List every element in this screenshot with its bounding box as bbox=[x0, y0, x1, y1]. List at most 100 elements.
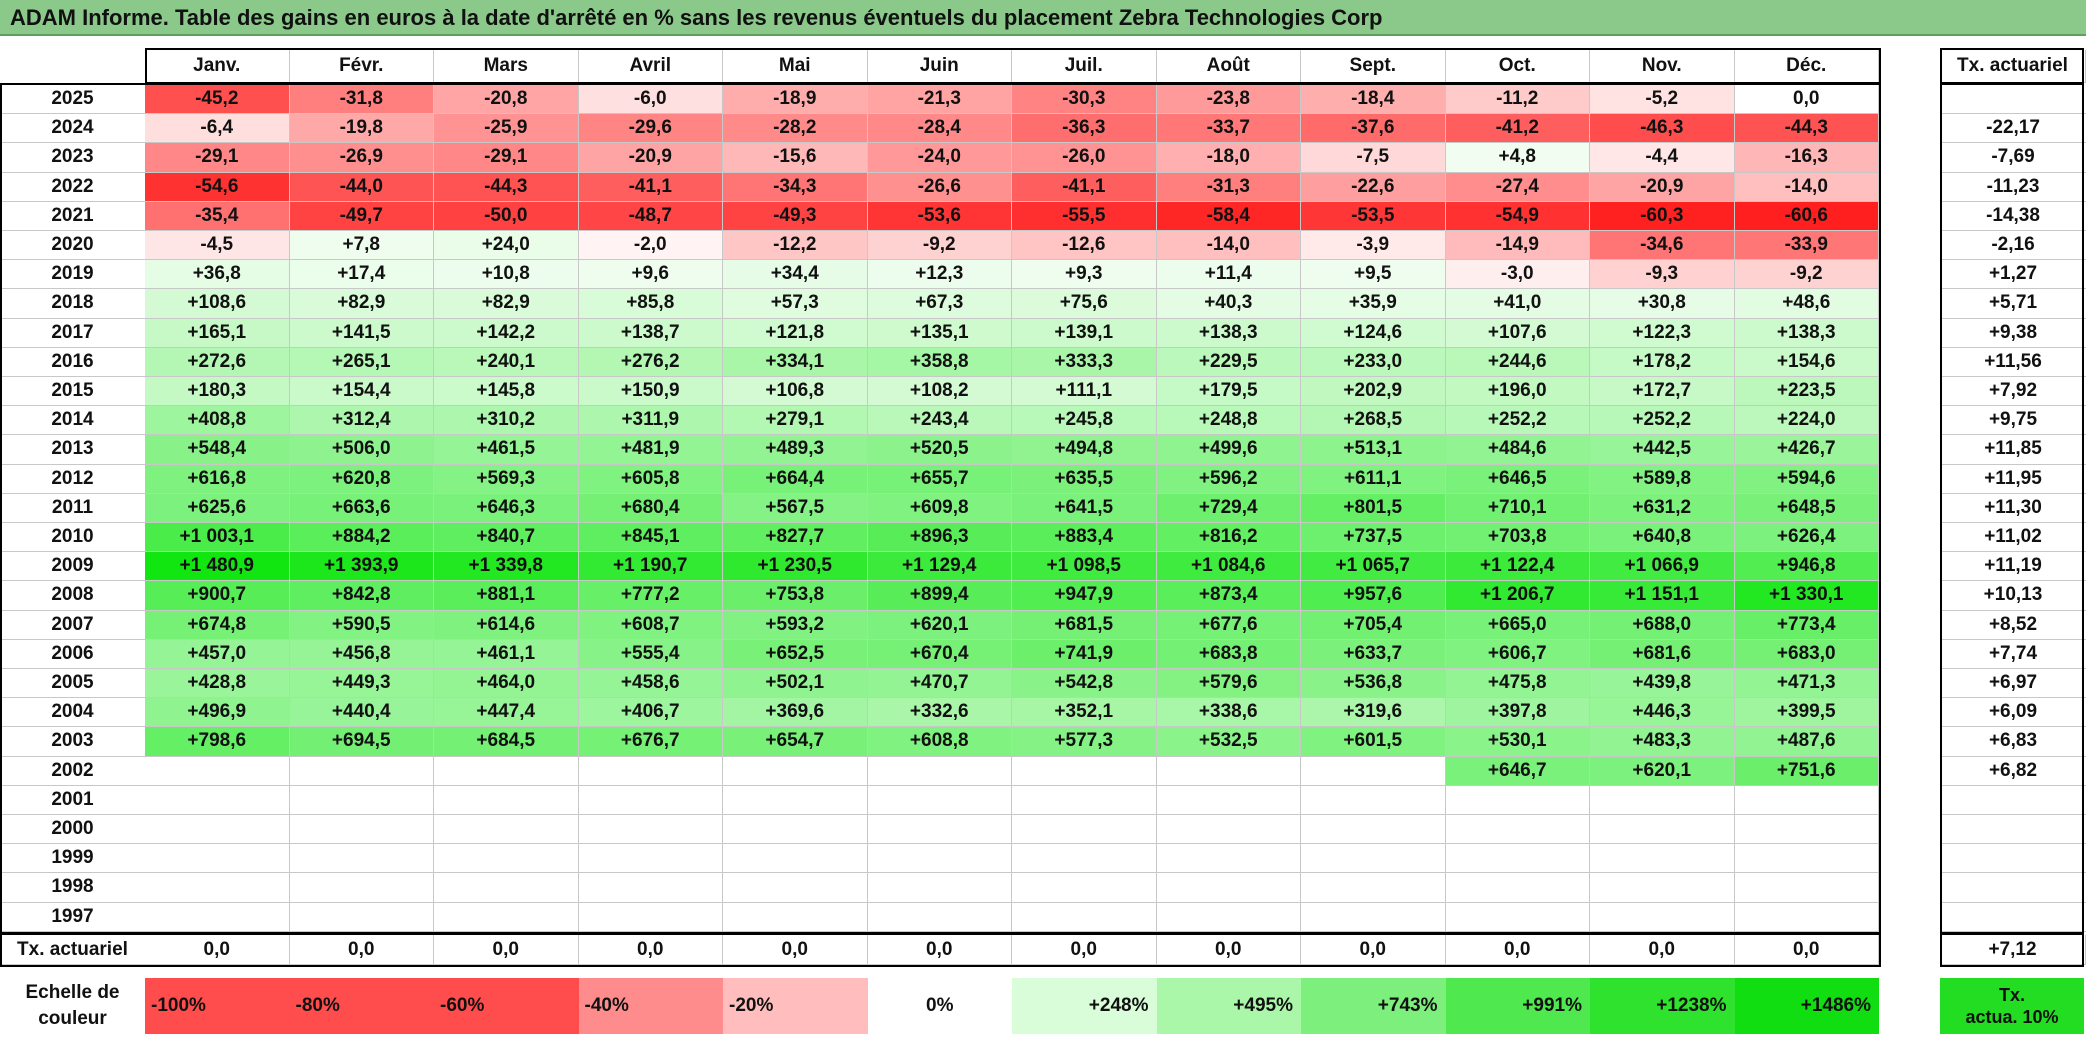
tx-header: Tx. actuariel bbox=[1940, 50, 2086, 83]
data-cell: -41,2 bbox=[1445, 114, 1590, 144]
data-cell: +946,8 bbox=[1734, 552, 1879, 582]
data-cell: -54,6 bbox=[145, 172, 290, 202]
data-cell: -29,1 bbox=[145, 143, 290, 173]
data-cell: +82,9 bbox=[289, 289, 434, 319]
data-cell: +670,4 bbox=[867, 639, 1012, 669]
data-cell: +139,1 bbox=[1012, 318, 1157, 348]
month-header: Févr. bbox=[289, 50, 434, 83]
data-cell: -22,6 bbox=[1301, 172, 1446, 202]
tx-cell: +11,19 bbox=[1940, 552, 2086, 582]
data-cell: +777,2 bbox=[578, 581, 723, 611]
data-cell bbox=[578, 756, 723, 786]
data-cell: +456,8 bbox=[289, 639, 434, 669]
data-cell bbox=[289, 756, 434, 786]
data-cell bbox=[723, 815, 868, 845]
data-cell: +609,8 bbox=[867, 493, 1012, 523]
data-cell: +1 151,1 bbox=[1590, 581, 1735, 611]
month-header: Août bbox=[1156, 50, 1301, 83]
data-cell: +677,6 bbox=[1156, 610, 1301, 640]
data-cell: -29,1 bbox=[434, 143, 579, 173]
year-label: 2012 bbox=[0, 464, 145, 494]
footer-cell: 0,0 bbox=[1590, 935, 1735, 965]
tx-cell bbox=[1940, 844, 2086, 874]
color-scale-label-line: couleur bbox=[38, 1008, 107, 1029]
color-scale-step: +743% bbox=[1301, 978, 1446, 1034]
data-cell: -12,2 bbox=[723, 231, 868, 261]
year-label: 2009 bbox=[0, 552, 145, 582]
data-cell: +458,6 bbox=[578, 669, 723, 699]
data-cell: +30,8 bbox=[1590, 289, 1735, 319]
data-cell bbox=[867, 902, 1012, 932]
data-cell bbox=[723, 756, 868, 786]
footer-cell: 0,0 bbox=[1445, 935, 1590, 965]
data-cell: +596,2 bbox=[1156, 464, 1301, 494]
data-cell: +196,0 bbox=[1445, 377, 1590, 407]
tx-cell: +1,27 bbox=[1940, 260, 2086, 290]
data-cell: +36,8 bbox=[145, 260, 290, 290]
footer-cell: 0,0 bbox=[289, 935, 434, 965]
data-cell bbox=[867, 873, 1012, 903]
data-cell: +626,4 bbox=[1734, 523, 1879, 553]
data-cell bbox=[434, 756, 579, 786]
data-cell: +265,1 bbox=[289, 347, 434, 377]
data-cell: +233,0 bbox=[1301, 347, 1446, 377]
data-cell: +569,3 bbox=[434, 464, 579, 494]
data-cell: +461,1 bbox=[434, 639, 579, 669]
data-cell: +178,2 bbox=[1590, 347, 1735, 377]
data-cell: -19,8 bbox=[289, 114, 434, 144]
data-cell bbox=[145, 873, 290, 903]
month-header: Nov. bbox=[1590, 50, 1735, 83]
data-cell: +121,8 bbox=[723, 318, 868, 348]
data-cell: +1 393,9 bbox=[289, 552, 434, 582]
data-cell bbox=[1012, 756, 1157, 786]
data-cell: +150,9 bbox=[578, 377, 723, 407]
data-cell: +1 065,7 bbox=[1301, 552, 1446, 582]
month-header: Mars bbox=[434, 50, 579, 83]
data-cell: -44,3 bbox=[434, 172, 579, 202]
data-cell: +439,8 bbox=[1590, 669, 1735, 699]
data-cell: +446,3 bbox=[1590, 698, 1735, 728]
data-cell: +484,6 bbox=[1445, 435, 1590, 465]
data-cell: -49,3 bbox=[723, 201, 868, 231]
tx-cell bbox=[1940, 873, 2086, 903]
data-cell: +548,4 bbox=[145, 435, 290, 465]
data-cell: -14,0 bbox=[1156, 231, 1301, 261]
data-cell bbox=[1590, 873, 1735, 903]
data-cell: -4,5 bbox=[145, 231, 290, 261]
data-cell: -6,4 bbox=[145, 114, 290, 144]
tx-cell: +10,13 bbox=[1940, 581, 2086, 611]
tx-cell: +9,75 bbox=[1940, 406, 2086, 436]
data-cell: -9,2 bbox=[1734, 260, 1879, 290]
data-cell: -41,1 bbox=[578, 172, 723, 202]
data-cell: +9,6 bbox=[578, 260, 723, 290]
data-cell bbox=[1734, 873, 1879, 903]
data-cell: +310,2 bbox=[434, 406, 579, 436]
data-cell bbox=[1301, 873, 1446, 903]
data-cell: +884,2 bbox=[289, 523, 434, 553]
data-cell: +633,7 bbox=[1301, 639, 1446, 669]
data-cell: +17,4 bbox=[289, 260, 434, 290]
data-cell: +12,3 bbox=[867, 260, 1012, 290]
tx-cell: +7,92 bbox=[1940, 377, 2086, 407]
data-cell bbox=[1156, 902, 1301, 932]
data-cell: +606,7 bbox=[1445, 639, 1590, 669]
data-cell: +464,0 bbox=[434, 669, 579, 699]
data-cell: +616,8 bbox=[145, 464, 290, 494]
data-cell: +334,1 bbox=[723, 347, 868, 377]
data-cell bbox=[1156, 815, 1301, 845]
data-cell bbox=[1156, 785, 1301, 815]
year-label: 2025 bbox=[0, 85, 145, 115]
data-cell bbox=[1156, 844, 1301, 874]
data-cell: -50,0 bbox=[434, 201, 579, 231]
year-label: 2000 bbox=[0, 815, 145, 845]
year-label: 2015 bbox=[0, 377, 145, 407]
month-header: Avril bbox=[578, 50, 723, 83]
data-cell: -55,5 bbox=[1012, 201, 1157, 231]
year-label: 2004 bbox=[0, 698, 145, 728]
data-cell bbox=[1012, 902, 1157, 932]
year-label: 1999 bbox=[0, 844, 145, 874]
data-cell: +1 190,7 bbox=[578, 552, 723, 582]
data-cell: -27,4 bbox=[1445, 172, 1590, 202]
data-cell: +248,8 bbox=[1156, 406, 1301, 436]
